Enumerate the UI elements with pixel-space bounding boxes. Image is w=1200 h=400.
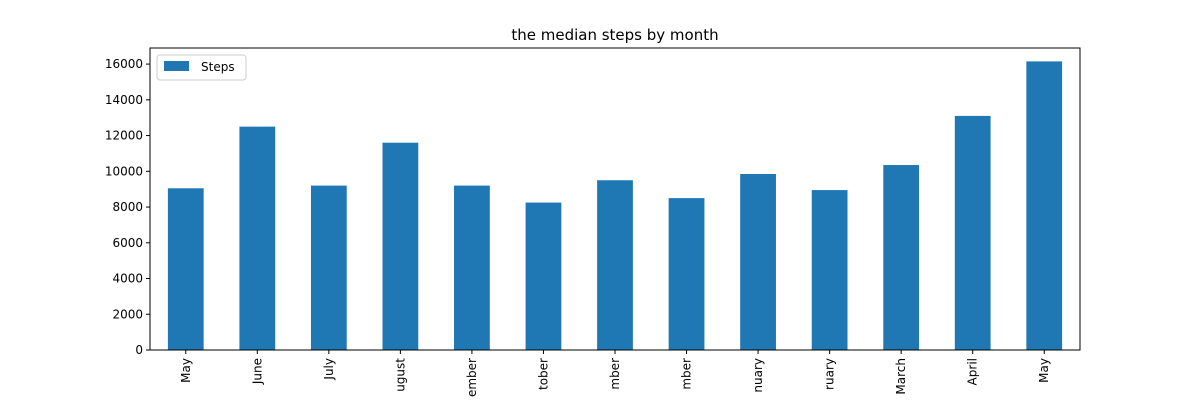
- y-tick-label-4: 8000: [112, 200, 143, 214]
- y-axis: 0 2000 4000 6000 8000 10000 12000 14000 16000: [105, 57, 150, 357]
- bar-2: [310, 185, 347, 350]
- x-tick-label-1: June: [250, 358, 264, 385]
- x-tick-label-12: May: [1037, 358, 1051, 383]
- x-tick-label-6: mber: [608, 358, 622, 390]
- chart-title: the median steps by month: [511, 26, 718, 44]
- bar-1: [239, 126, 276, 350]
- y-tick-label-1: 2000: [112, 307, 143, 321]
- plot-frame: [149, 47, 1081, 351]
- y-tick-label-5: 10000: [105, 164, 143, 178]
- y-tick-label-2: 4000: [112, 272, 143, 286]
- legend-swatch: [164, 61, 189, 71]
- x-axis: May June July ugust ember tober mber mber nuary r…: [179, 350, 1051, 397]
- x-tick-label-2: July: [322, 358, 336, 381]
- y-tick-label-6: 12000: [105, 129, 143, 143]
- bar-0: [167, 188, 204, 350]
- x-tick-label-8: nuary: [751, 358, 765, 393]
- bars-group: [167, 61, 1063, 350]
- legend-label-steps: Steps: [201, 60, 235, 74]
- y-tick-label-8: 16000: [105, 57, 143, 71]
- bar-10: [883, 165, 920, 350]
- bar-5: [525, 202, 562, 350]
- bar-11: [954, 115, 991, 350]
- x-tick-label-7: mber: [680, 358, 694, 390]
- bar-8: [740, 173, 776, 350]
- bar-6: [597, 180, 633, 350]
- bar-7: [668, 198, 705, 350]
- x-tick-label-4: ember: [465, 358, 479, 397]
- legend: Steps: [156, 54, 247, 81]
- bar-3: [382, 142, 419, 350]
- y-tick-label-0: 0: [135, 343, 143, 357]
- x-tick-label-5: tober: [536, 358, 550, 390]
- x-tick-label-9: ruary: [823, 358, 837, 390]
- x-tick-label-3: ugust: [393, 358, 407, 392]
- bar-9: [811, 190, 848, 350]
- bar-4: [454, 185, 490, 350]
- x-tick-label-10: March: [894, 358, 908, 395]
- x-tick-label-0: May: [179, 358, 193, 383]
- bar-12: [1026, 61, 1063, 350]
- y-tick-label-3: 6000: [112, 236, 143, 250]
- x-tick-label-11: April: [966, 358, 980, 385]
- y-tick-label-7: 14000: [105, 93, 143, 107]
